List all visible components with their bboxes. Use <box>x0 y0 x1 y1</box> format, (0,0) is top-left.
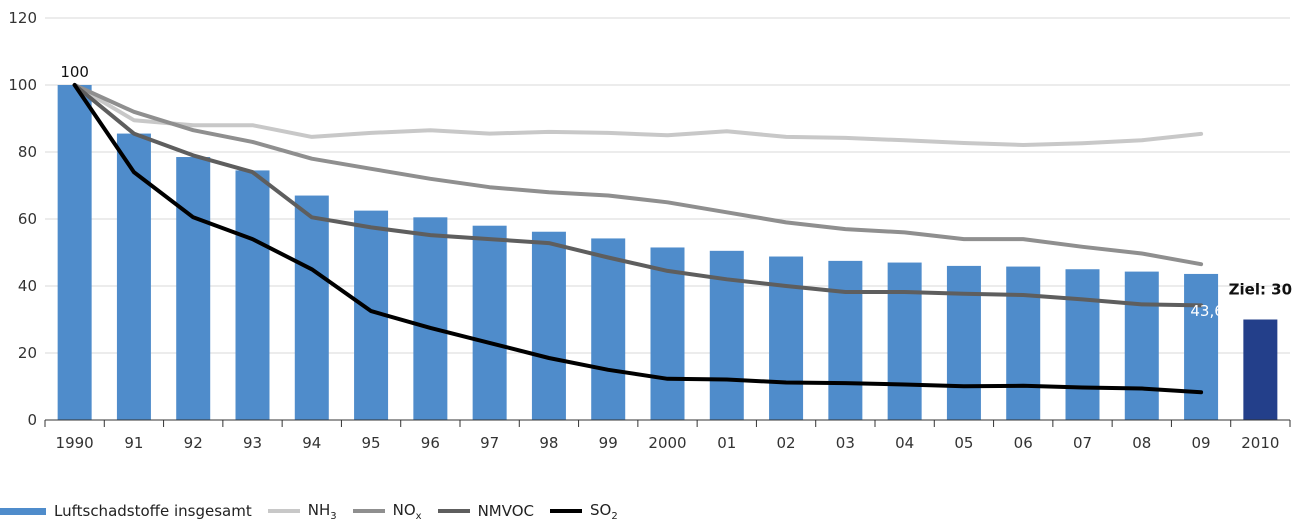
line-series-0 <box>72 83 1204 147</box>
end-value-label: 43,6 <box>1190 302 1223 320</box>
start-value-label: 100 <box>60 63 89 81</box>
y-tick-label: 80 <box>18 143 37 161</box>
legend-item-total: Luftschadstoffe insgesamt <box>0 502 252 520</box>
bar <box>57 85 92 420</box>
x-tick-label: 09 <box>1192 434 1211 452</box>
bar <box>828 260 863 420</box>
bar <box>591 238 626 420</box>
legend-label-total: Luftschadstoffe insgesamt <box>54 502 252 520</box>
annotations: 100 Ziel: 30 43,6 <box>60 63 1292 320</box>
x-tick-label: 07 <box>1073 434 1092 452</box>
legend-swatch-so2 <box>550 509 583 513</box>
x-tick-label: 98 <box>539 434 558 452</box>
x-tick-label: 08 <box>1132 434 1151 452</box>
legend-label-so2: SO2 <box>590 500 618 522</box>
target-value-label: Ziel: 30 <box>1229 281 1292 299</box>
bar <box>294 195 329 420</box>
x-tick-label: 04 <box>895 434 914 452</box>
legend-label-nmvoc: NMVOC <box>477 502 535 520</box>
bar <box>769 256 804 420</box>
x-tick-label: 2010 <box>1241 434 1279 452</box>
x-tick-label: 02 <box>777 434 796 452</box>
x-tick-label: 92 <box>184 434 203 452</box>
bar <box>887 262 922 420</box>
bar <box>413 217 448 420</box>
y-tick-label: 120 <box>8 9 37 27</box>
legend-item-so2: SO2 <box>550 501 618 522</box>
bar <box>1124 271 1159 420</box>
bar <box>116 133 151 420</box>
y-tick-label: 0 <box>27 411 37 429</box>
line-series-1 <box>72 83 1204 267</box>
y-tick-label: 40 <box>18 277 37 295</box>
legend-swatch-nh3 <box>267 509 300 513</box>
line-series <box>72 83 1204 395</box>
legend-label-nox: NOx <box>392 500 422 522</box>
x-tick-label: 94 <box>302 434 321 452</box>
y-tick-label: 60 <box>18 210 37 228</box>
bar <box>1065 269 1100 420</box>
y-axis: 0 20 40 60 80 100 120 <box>8 9 37 429</box>
legend: Luftschadstoffe insgesamt NH3 NOx NMVOC … <box>0 500 634 522</box>
bar <box>946 265 981 420</box>
x-tick-label: 96 <box>421 434 440 452</box>
x-tick-label: 97 <box>480 434 499 452</box>
target-bar <box>1243 319 1278 420</box>
x-tick-label: 93 <box>243 434 262 452</box>
x-tick-label: 91 <box>124 434 143 452</box>
x-tick-label: 06 <box>1014 434 1033 452</box>
legend-item-nox: NOx <box>352 500 422 522</box>
x-tick-labels: 1990 91 92 93 94 95 96 97 98 99 2000 01 02 03 04 05 06 07… <box>56 434 1280 452</box>
line-series-2 <box>72 83 1204 308</box>
legend-item-nh3: NH3 <box>267 500 337 522</box>
x-tick-label: 2000 <box>648 434 686 452</box>
legend-item-nmvoc: NMVOC <box>437 502 535 520</box>
bar <box>235 170 270 420</box>
legend-label-nh3: NH3 <box>307 500 337 522</box>
bar <box>472 225 507 420</box>
bar <box>1006 266 1041 420</box>
x-tick-label: 05 <box>954 434 973 452</box>
legend-swatch-nmvoc <box>437 509 470 513</box>
y-tick-label: 100 <box>8 76 37 94</box>
x-tick-label: 01 <box>717 434 736 452</box>
bar <box>176 157 211 420</box>
legend-swatch-total <box>0 507 46 515</box>
x-tick-label: 95 <box>362 434 381 452</box>
line-series-3 <box>72 83 1204 395</box>
x-tick-label: 99 <box>599 434 618 452</box>
bar <box>650 247 685 420</box>
y-tick-label: 20 <box>18 344 37 362</box>
x-tick-label: 1990 <box>56 434 94 452</box>
legend-swatch-nox <box>352 509 385 513</box>
x-axis <box>44 419 1291 427</box>
x-tick-label: 03 <box>836 434 855 452</box>
bar <box>1184 273 1219 420</box>
bar <box>531 231 566 420</box>
